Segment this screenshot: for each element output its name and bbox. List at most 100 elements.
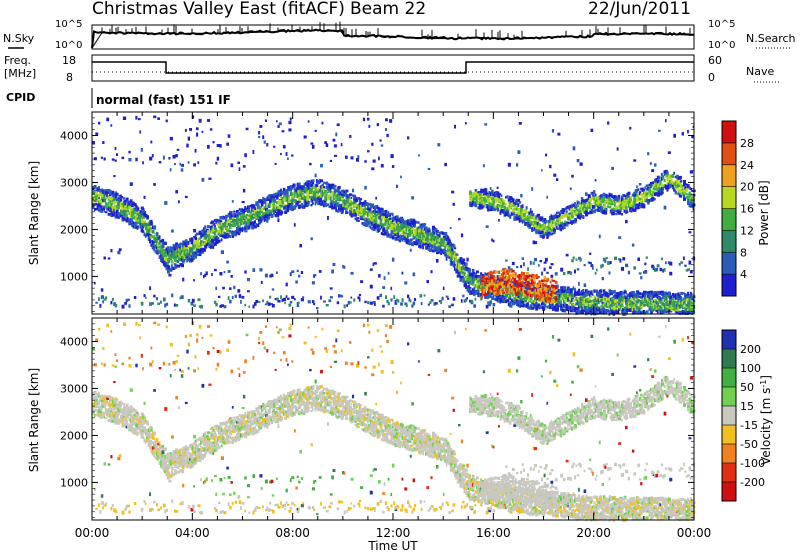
power-cell xyxy=(207,230,209,235)
power-cell xyxy=(135,221,138,225)
power-cell xyxy=(207,235,210,238)
power-cell xyxy=(260,281,263,284)
power-cell xyxy=(394,300,397,304)
power-cell xyxy=(550,223,553,227)
power-cell xyxy=(378,227,382,231)
power-cell xyxy=(553,305,557,310)
power-cell xyxy=(356,217,358,221)
power-cell xyxy=(364,218,367,223)
power-cell xyxy=(237,289,241,293)
power-cell xyxy=(121,304,125,309)
power-cell xyxy=(404,229,407,233)
power-cell xyxy=(346,304,348,307)
power-cell xyxy=(162,249,166,252)
power-cell xyxy=(509,206,512,210)
power-cell xyxy=(231,200,234,203)
power-cell xyxy=(466,288,469,292)
power-cell xyxy=(282,198,286,202)
power-cell xyxy=(230,226,233,230)
power-cell xyxy=(525,303,529,307)
power-cell xyxy=(507,266,511,270)
power-cell xyxy=(318,178,321,183)
power-cell xyxy=(579,302,582,306)
power-cell xyxy=(180,263,184,268)
power-cell xyxy=(212,226,215,231)
power-cell xyxy=(216,237,220,240)
power-cell xyxy=(520,214,522,218)
power-cell xyxy=(227,134,231,138)
power-cell xyxy=(182,253,185,257)
power-cell xyxy=(314,173,317,178)
power-cell xyxy=(434,302,438,305)
power-cell xyxy=(372,222,375,225)
power-cell xyxy=(332,193,335,197)
power-cell xyxy=(436,237,439,240)
power-cell xyxy=(306,191,309,195)
power-cell xyxy=(247,207,249,211)
power-cell xyxy=(458,263,461,267)
power-cell xyxy=(507,297,511,300)
power-cell xyxy=(207,144,210,149)
power-cell xyxy=(164,241,167,245)
power-cell xyxy=(408,297,411,302)
power-cell xyxy=(600,264,603,269)
power-cell xyxy=(376,229,379,232)
power-cell xyxy=(495,280,498,283)
power-cell xyxy=(269,213,271,216)
power-cell xyxy=(306,194,309,198)
power-cell xyxy=(175,190,178,194)
power-cell xyxy=(336,198,340,202)
nave-label: Nave xyxy=(746,65,774,78)
nsky-spikes xyxy=(91,21,691,50)
power-cell xyxy=(458,218,461,221)
power-cell xyxy=(448,305,451,308)
power-cell xyxy=(367,117,370,121)
power-cell xyxy=(386,300,389,303)
power-cell xyxy=(129,208,133,212)
power-cell xyxy=(469,289,472,293)
power-cell xyxy=(150,221,153,226)
power-cell xyxy=(565,304,568,308)
power-cell xyxy=(413,230,416,235)
power-cell xyxy=(369,206,372,211)
power-cell xyxy=(433,237,436,242)
power-cell xyxy=(281,191,285,195)
power-cell xyxy=(127,203,129,207)
power-cell xyxy=(420,239,424,243)
power-cell xyxy=(171,264,173,268)
power-cell xyxy=(398,232,401,236)
power-cell xyxy=(589,202,592,206)
power-cell xyxy=(598,309,602,313)
power-cell xyxy=(379,139,382,142)
power-cell xyxy=(569,208,572,213)
power-cell xyxy=(350,201,353,206)
power-cell xyxy=(415,242,418,246)
power-cell xyxy=(229,215,232,219)
power-cell xyxy=(473,277,476,282)
power-cell xyxy=(154,233,157,237)
power-cell xyxy=(511,202,515,206)
power-cell xyxy=(96,200,99,203)
power-cell xyxy=(582,292,585,296)
power-cell xyxy=(184,253,188,258)
power-cell xyxy=(550,232,553,236)
power-cell xyxy=(182,251,185,255)
power-cell xyxy=(438,237,441,242)
power-cell xyxy=(542,219,545,223)
power-cell xyxy=(373,226,377,230)
power-cell xyxy=(597,301,600,305)
power-cell xyxy=(311,179,315,183)
power-cell xyxy=(536,298,540,301)
nsearch-label: N.Search xyxy=(746,32,796,45)
power-cell xyxy=(262,216,265,220)
power-cell xyxy=(168,265,171,270)
power-cell xyxy=(521,301,525,304)
power-cell xyxy=(180,246,183,250)
power-cell xyxy=(587,195,591,199)
power-cell xyxy=(329,191,333,194)
power-cell xyxy=(495,298,498,302)
power-cell xyxy=(213,231,216,236)
power-cell xyxy=(502,201,505,204)
power-cell xyxy=(293,298,296,301)
power-cell xyxy=(278,193,282,197)
